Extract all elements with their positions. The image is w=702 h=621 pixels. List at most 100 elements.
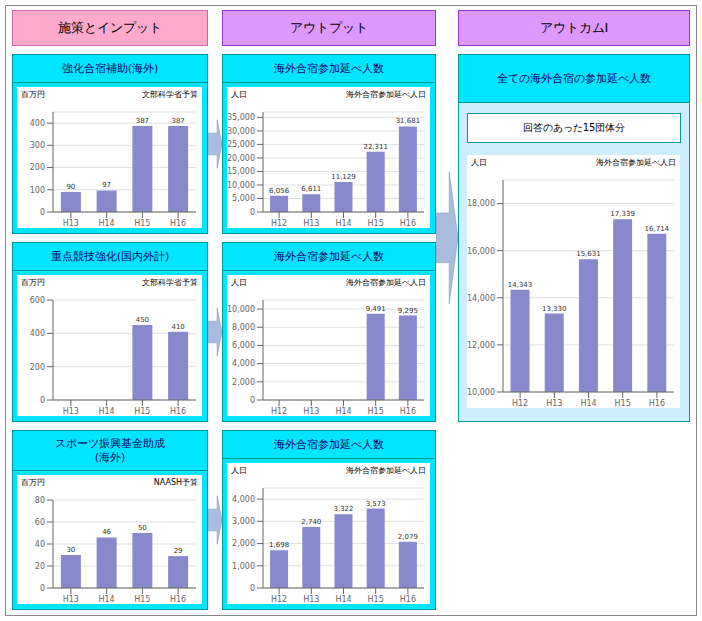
svg-text:25,000: 25,000 <box>227 140 255 149</box>
svg-text:1,698: 1,698 <box>269 541 289 549</box>
svg-text:20: 20 <box>35 562 45 571</box>
svg-text:3,000: 3,000 <box>232 517 255 526</box>
svg-text:H15: H15 <box>615 399 631 408</box>
html-text:施策とインプット: 施策とインプット <box>58 20 162 35</box>
svg-text:16,714: 16,714 <box>645 225 670 233</box>
svg-text:97: 97 <box>102 181 111 189</box>
svg-text:15,000: 15,000 <box>227 167 255 176</box>
svg-text:18,000: 18,000 <box>467 199 495 208</box>
svg-text:10,000: 10,000 <box>227 305 255 314</box>
svg-text:35,000: 35,000 <box>227 113 255 122</box>
svg-text:9,491: 9,491 <box>366 305 386 313</box>
svg-text:11,129: 11,129 <box>331 173 356 181</box>
svg-text:14,343: 14,343 <box>508 281 533 289</box>
svg-text:H14: H14 <box>99 219 115 228</box>
svg-text:0: 0 <box>40 208 45 217</box>
svg-text:22,311: 22,311 <box>363 143 388 151</box>
svg-text:600: 600 <box>30 296 45 305</box>
svg-text:60: 60 <box>35 518 45 527</box>
svg-text:H13: H13 <box>303 407 319 416</box>
svg-text:12,000: 12,000 <box>467 341 495 350</box>
svg-text:H12: H12 <box>271 219 287 228</box>
svg-text:16,000: 16,000 <box>467 247 495 256</box>
svg-text:10,000: 10,000 <box>467 388 495 397</box>
svg-text:29: 29 <box>174 547 183 555</box>
svg-text:387: 387 <box>171 117 184 125</box>
svg-text:400: 400 <box>30 119 45 128</box>
svg-text:H14: H14 <box>335 407 351 416</box>
svg-text:0: 0 <box>40 584 45 593</box>
svg-text:H13: H13 <box>63 219 79 228</box>
svg-text:5,000: 5,000 <box>232 194 255 203</box>
svg-text:0: 0 <box>40 396 45 405</box>
svg-text:13,330: 13,330 <box>542 305 567 313</box>
svg-text:1,000: 1,000 <box>232 562 255 571</box>
html-text:アウトプット: アウトプット <box>290 20 368 35</box>
svg-text:H14: H14 <box>99 407 115 416</box>
svg-text:50: 50 <box>138 524 147 532</box>
svg-text:4,000: 4,000 <box>232 359 255 368</box>
svg-text:31,681: 31,681 <box>396 117 421 125</box>
svg-text:H14: H14 <box>99 595 115 604</box>
svg-text:100: 100 <box>30 186 45 195</box>
svg-text:H15: H15 <box>134 595 150 604</box>
svg-text:410: 410 <box>171 323 184 331</box>
svg-text:3,322: 3,322 <box>333 505 353 513</box>
svg-text:30,000: 30,000 <box>227 127 255 136</box>
svg-text:0: 0 <box>250 584 255 593</box>
svg-text:15,631: 15,631 <box>576 250 601 258</box>
svg-text:0: 0 <box>250 208 255 217</box>
svg-text:200: 200 <box>30 363 45 372</box>
svg-text:2,000: 2,000 <box>232 378 255 387</box>
html-text:スポーツ振興基金助成 (海外): スポーツ振興基金助成 (海外) <box>55 436 165 464</box>
svg-text:H16: H16 <box>170 595 186 604</box>
svg-text:H16: H16 <box>649 399 665 408</box>
svg-text:200: 200 <box>30 163 45 172</box>
svg-text:387: 387 <box>136 117 149 125</box>
svg-text:80: 80 <box>35 496 45 505</box>
svg-text:H15: H15 <box>134 219 150 228</box>
svg-text:H14: H14 <box>335 219 351 228</box>
svg-text:H13: H13 <box>63 407 79 416</box>
svg-text:H15: H15 <box>134 407 150 416</box>
svg-text:H14: H14 <box>580 399 596 408</box>
svg-text:H13: H13 <box>63 595 79 604</box>
svg-text:H14: H14 <box>335 595 351 604</box>
svg-text:H16: H16 <box>400 407 416 416</box>
svg-text:H16: H16 <box>400 595 416 604</box>
svg-text:H12: H12 <box>271 407 287 416</box>
svg-text:6,056: 6,056 <box>269 187 290 195</box>
svg-text:H16: H16 <box>170 219 186 228</box>
svg-text:H13: H13 <box>303 219 319 228</box>
svg-text:4,000: 4,000 <box>232 495 255 504</box>
svg-text:6,611: 6,611 <box>301 185 321 193</box>
svg-text:H15: H15 <box>368 219 384 228</box>
svg-text:H12: H12 <box>512 399 528 408</box>
svg-text:H13: H13 <box>303 595 319 604</box>
svg-text:450: 450 <box>136 316 149 324</box>
svg-text:3,573: 3,573 <box>366 500 386 508</box>
svg-text:0: 0 <box>250 396 255 405</box>
svg-text:400: 400 <box>30 329 45 338</box>
svg-text:H16: H16 <box>170 407 186 416</box>
svg-text:2,079: 2,079 <box>398 533 418 541</box>
svg-text:H12: H12 <box>271 595 287 604</box>
svg-text:8,000: 8,000 <box>232 323 255 332</box>
svg-text:20,000: 20,000 <box>227 154 255 163</box>
svg-text:10,000: 10,000 <box>227 181 255 190</box>
svg-text:2,000: 2,000 <box>232 539 255 548</box>
svg-text:40: 40 <box>35 540 45 549</box>
svg-text:14,000: 14,000 <box>467 294 495 303</box>
svg-text:300: 300 <box>30 141 45 150</box>
svg-text:H15: H15 <box>368 595 384 604</box>
svg-text:2,740: 2,740 <box>301 518 321 526</box>
svg-text:17,339: 17,339 <box>610 210 635 218</box>
svg-text:30: 30 <box>66 546 75 554</box>
svg-text:6,000: 6,000 <box>232 341 255 350</box>
svg-text:46: 46 <box>102 528 111 536</box>
svg-text:H16: H16 <box>400 219 416 228</box>
svg-text:90: 90 <box>66 183 75 191</box>
svg-text:H15: H15 <box>368 407 384 416</box>
svg-text:9,295: 9,295 <box>398 307 418 315</box>
svg-text:H13: H13 <box>546 399 562 408</box>
